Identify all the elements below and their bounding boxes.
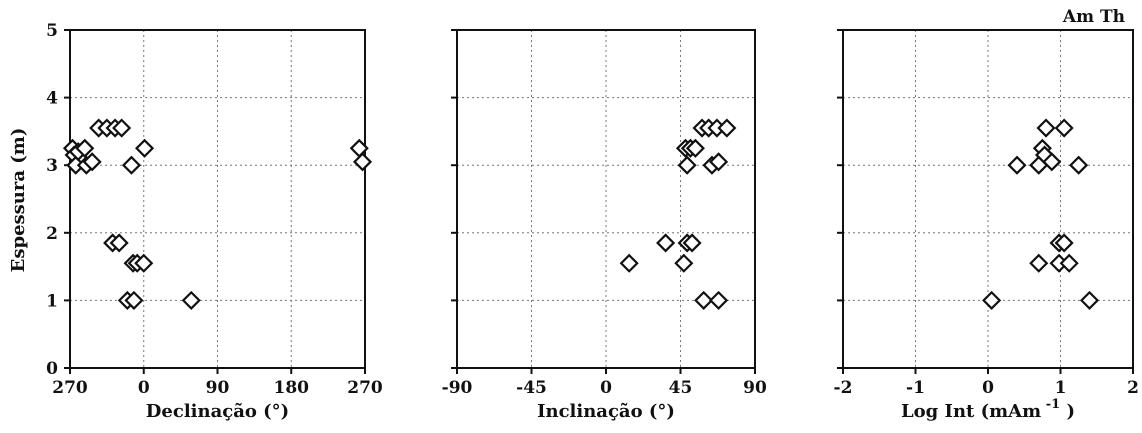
- data-point: [677, 155, 697, 175]
- data-point: [682, 233, 702, 253]
- data-point: [75, 138, 95, 158]
- data-point: [1079, 290, 1100, 310]
- x-tick-label: 180: [274, 378, 310, 398]
- data-point: [1054, 118, 1074, 138]
- y-tick-label: 5: [46, 21, 58, 41]
- y-axis-label: Espessura (m): [8, 128, 29, 273]
- data-point: [1007, 155, 1027, 175]
- chart-panel-3: -2 -1 0 1 2 Log Int (mAm -1 ) Am Th: [834, 7, 1139, 422]
- data-point: [112, 118, 132, 138]
- x-axis-label: Log Int (mAm -1 ): [901, 397, 1075, 422]
- data-point: [82, 152, 102, 172]
- x-axis-label-superscript: -1: [1041, 397, 1060, 412]
- data-point: [1059, 253, 1079, 273]
- data-point: [619, 253, 639, 273]
- data-point: [1069, 155, 1089, 175]
- data-point: [656, 233, 676, 253]
- data-point: [674, 253, 694, 273]
- data-point: [121, 155, 142, 175]
- y-tick-label: 0: [46, 359, 58, 379]
- data-point: [134, 253, 154, 273]
- x-tick-label: 2: [1127, 378, 1139, 398]
- x-tick-label: -2: [834, 378, 853, 398]
- x-tick-label: 45: [669, 378, 693, 398]
- y-tick-label: 1: [46, 291, 58, 311]
- x-tick-label: 1: [1055, 378, 1067, 398]
- data-point: [124, 290, 144, 310]
- x-tick-label: 0: [600, 378, 612, 398]
- x-tick-label: -90: [442, 378, 473, 398]
- x-axis-label: Inclinação (°): [537, 401, 675, 422]
- data-point: [709, 290, 729, 310]
- panel-annotation: Am Th: [1062, 7, 1125, 27]
- data-point: [109, 233, 129, 253]
- y-tick-label: 2: [46, 224, 58, 244]
- data-point: [717, 118, 737, 138]
- data-point: [181, 290, 201, 310]
- data-point: [352, 152, 373, 172]
- x-axis-label: Declinação (°): [146, 401, 289, 422]
- data-point: [685, 138, 705, 158]
- x-axis-label-end: ): [1060, 401, 1075, 422]
- y-tick-label: 4: [46, 89, 58, 109]
- data-point: [1029, 253, 1049, 273]
- data-point: [982, 290, 1002, 310]
- x-tick-label: 90: [743, 378, 767, 398]
- data-point: [135, 138, 155, 158]
- data-point: [709, 152, 729, 172]
- x-tick-label: 270: [52, 378, 88, 398]
- x-tick-label: -1: [906, 378, 925, 398]
- chart-panel-2: -90 -45 0 45 90 Inclinação (°): [442, 29, 767, 422]
- x-tick-label: 270: [347, 378, 383, 398]
- data-point: [1054, 233, 1074, 253]
- x-tick-label: -45: [516, 378, 547, 398]
- x-tick-label: 90: [206, 378, 230, 398]
- x-tick-label: 0: [138, 378, 150, 398]
- data-point: [1036, 118, 1056, 138]
- data-point: [694, 290, 714, 310]
- y-tick-label: 3: [46, 156, 58, 176]
- data-point: [1042, 152, 1062, 172]
- x-tick-label: 0: [982, 378, 994, 398]
